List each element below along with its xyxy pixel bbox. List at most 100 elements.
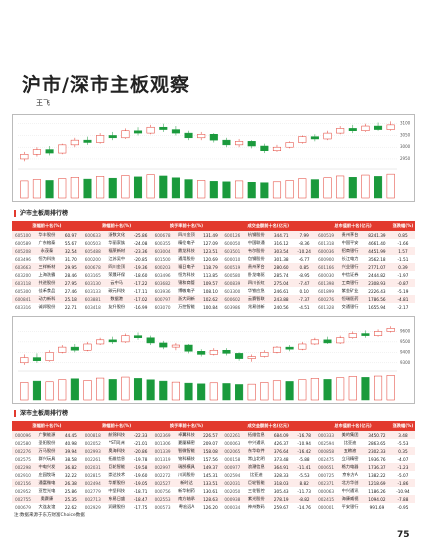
footnote: 注:数据来源于东方财富Choice数据 bbox=[14, 513, 85, 518]
table-cell: 润建股份 bbox=[108, 504, 126, 509]
table-cell: 002755 bbox=[12, 495, 34, 503]
volume-bar bbox=[260, 182, 269, 199]
table-cell: 002494 bbox=[81, 479, 104, 487]
column-header: 换手率前十名(%) bbox=[151, 421, 222, 431]
table-cell: 包钢股份 bbox=[247, 256, 265, 261]
table-cell: 000938 bbox=[221, 495, 244, 503]
table-cell: 600355 bbox=[154, 240, 171, 246]
table-cell: -20.85 bbox=[133, 256, 148, 262]
y-tick-label: 3050 bbox=[400, 132, 411, 137]
column-header: 涨跌幅(%) bbox=[390, 221, 415, 231]
table-cell: 000818 bbox=[81, 431, 104, 439]
candle-body bbox=[108, 339, 117, 343]
table-cell: 002594 bbox=[224, 472, 241, 478]
table-cell: 278.19 bbox=[269, 495, 294, 503]
table-cell: 川润股份 bbox=[178, 472, 195, 477]
table-cell: 002415 bbox=[315, 495, 338, 503]
volume-bar bbox=[272, 380, 282, 401]
table-row: 603118 共进股份 27.95 603130 云中马 -17.22 603682 锦和商管… bbox=[12, 279, 415, 287]
candle-body bbox=[285, 346, 294, 350]
table-cell: -6.77 bbox=[298, 256, 310, 262]
table-cell: 600633 bbox=[81, 231, 104, 239]
candle-body bbox=[323, 339, 332, 344]
table-cell: 684.09 bbox=[269, 431, 294, 439]
table-cell: 8.82 bbox=[293, 479, 316, 487]
table-cell: 000096 bbox=[12, 431, 34, 439]
table-cell: 神州数码 bbox=[247, 504, 265, 509]
table-cell: 002050 bbox=[224, 488, 241, 494]
column-header: 成交金额前十名(亿元) bbox=[221, 421, 316, 431]
table-cell: -16.99 bbox=[133, 304, 148, 310]
table-cell: 275.04 bbox=[269, 279, 294, 287]
table-cell: -19.78 bbox=[133, 456, 148, 462]
table-cell: 000725 bbox=[318, 472, 335, 478]
table-cell: *ST同洲 bbox=[108, 440, 125, 445]
candle-body bbox=[209, 134, 218, 141]
table-cell: 426.37 bbox=[273, 440, 289, 446]
y-tick-label: 2950 bbox=[400, 156, 411, 161]
table-cell: 002910 bbox=[14, 472, 31, 478]
table-cell: 603004 bbox=[151, 247, 174, 255]
table-cell: 002475 bbox=[318, 456, 335, 462]
table-cell: 000679 bbox=[14, 504, 31, 510]
table-cell: 通用股份 bbox=[178, 256, 195, 261]
table-cell: 华铁应急 bbox=[247, 288, 265, 293]
table-cell: -1.86 bbox=[390, 479, 415, 487]
volume-bar bbox=[310, 378, 319, 401]
table-cell: 38.58 bbox=[64, 456, 77, 462]
table-cell: 0.10 bbox=[299, 288, 309, 294]
candle-body bbox=[298, 343, 307, 350]
table-cell: 601500 bbox=[154, 256, 171, 262]
table-cell: 巨轮智能 bbox=[243, 479, 270, 487]
table-cell: 共进股份 bbox=[33, 279, 60, 287]
volume-bar bbox=[285, 180, 294, 199]
table-cell: 301.38 bbox=[273, 256, 289, 262]
table-cell: -17.22 bbox=[129, 279, 152, 287]
candle-body bbox=[45, 149, 54, 154]
table-cell: 28.46 bbox=[64, 272, 77, 278]
table-cell: -10.24 bbox=[293, 247, 316, 255]
table-cell: 002713 bbox=[81, 495, 104, 503]
table-cell: 601398 bbox=[315, 279, 338, 287]
candle-body bbox=[222, 349, 231, 354]
table-cell: 四川金顶 bbox=[103, 263, 130, 271]
header-row: 涨幅前十名(%) 跌幅前十名(%) 换手率前十名(%) 成交金额前十名(亿元) 总市值前… bbox=[12, 221, 415, 231]
candle-body bbox=[159, 126, 168, 130]
table-cell: 招商银行 bbox=[337, 247, 363, 255]
table-cell: 四川金顶 bbox=[173, 231, 200, 239]
candle-body bbox=[58, 144, 67, 154]
table-cell: 荣晟环保 bbox=[108, 272, 126, 277]
table-cell: 25.86 bbox=[64, 488, 77, 494]
table-cell: 东易日盛 bbox=[103, 495, 130, 503]
table-cell: 000034 bbox=[224, 504, 241, 510]
table-cell: -10.94 bbox=[396, 488, 410, 494]
volume-bar bbox=[209, 382, 218, 401]
table-cell: 605100 bbox=[12, 231, 34, 239]
table-cell: 128.63 bbox=[199, 495, 222, 503]
candle-body bbox=[20, 357, 29, 364]
candle-body bbox=[32, 357, 41, 361]
table-cell: 600841 bbox=[12, 295, 34, 303]
section-header: 沪市主板周排行榜 bbox=[14, 210, 68, 217]
candle-body bbox=[336, 337, 345, 344]
table-row: 605208 永茂泰 32.54 605488 福莱新材 -23.36 603004 鼎龙科技… bbox=[12, 247, 415, 255]
table-cell: 三祥新材 bbox=[33, 263, 60, 271]
table-cell: 25.35 bbox=[59, 495, 82, 503]
table-cell: 三花智控 bbox=[247, 488, 265, 493]
volume-bar bbox=[386, 173, 395, 199]
volume-bar bbox=[83, 178, 92, 199]
table-cell: 157.56 bbox=[203, 456, 218, 462]
table-cell: 600580 bbox=[224, 272, 241, 278]
table-cell: -4.81 bbox=[390, 295, 415, 303]
table-cell: -14.76 bbox=[297, 504, 311, 510]
table-cell: 庄园牧场 bbox=[38, 472, 56, 477]
table-cell: 铭科精技 bbox=[178, 456, 195, 461]
volume-bar bbox=[32, 380, 41, 401]
table-cell: 002997 bbox=[151, 463, 174, 471]
table-cell: 紫光股份 bbox=[243, 495, 270, 503]
table-cell: 000001 bbox=[318, 504, 335, 510]
table-cell: 318.03 bbox=[269, 479, 294, 487]
table-cell: 华斯股份 bbox=[103, 479, 130, 487]
candle-body bbox=[247, 141, 256, 147]
y-tick-label: 9300 bbox=[400, 360, 411, 365]
